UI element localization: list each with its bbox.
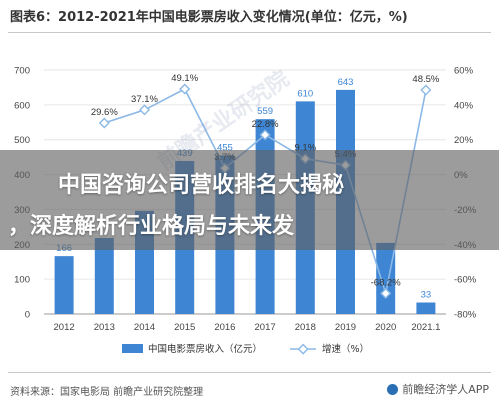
y-tick-label: 500 xyxy=(14,135,30,146)
x-tick-label: 2019 xyxy=(335,322,356,333)
chart-title: 图表6：2012-2021年中国电影票房收入变化情况(单位：亿元，%) xyxy=(10,10,408,25)
banner-headline-line1: 中国咨询公司营收排名大揭秘 xyxy=(58,173,345,198)
growth-marker xyxy=(98,117,110,129)
bar xyxy=(54,256,74,314)
brand-logo-icon xyxy=(387,383,399,395)
growth-marker xyxy=(259,129,271,141)
x-tick-label: 2017 xyxy=(255,322,276,333)
y-tick-label: 100 xyxy=(14,275,30,286)
bar-value-label: 559 xyxy=(257,106,273,117)
y2-tick-label: -60% xyxy=(454,275,477,286)
growth-value-label: 9.1% xyxy=(294,143,316,154)
y2-tick-label: -80% xyxy=(454,310,477,321)
bar-value-label: 610 xyxy=(297,88,313,99)
banner-overlay xyxy=(0,150,499,250)
bar xyxy=(94,238,114,314)
x-tick-label: 2018 xyxy=(295,322,316,333)
growth-marker xyxy=(420,84,432,96)
bar-value-label: 643 xyxy=(338,77,354,88)
x-tick-label: 2015 xyxy=(174,322,195,333)
growth-value-label: 49.1% xyxy=(171,73,198,84)
x-tick-label: 2020 xyxy=(375,322,396,333)
footer-divider xyxy=(8,372,491,373)
y2-tick-label: 20% xyxy=(454,135,474,146)
growth-value-label: 37.1% xyxy=(131,94,158,105)
growth-marker xyxy=(380,287,392,299)
brand-label: 前瞻经济学人APP xyxy=(402,383,489,396)
bar-value-label: 455 xyxy=(217,142,233,153)
title-divider xyxy=(8,32,491,33)
y2-tick-label: 40% xyxy=(454,100,474,111)
growth-value-label: 22.8% xyxy=(252,119,279,130)
growth-value-label: 48.5% xyxy=(412,74,439,85)
x-tick-label: 2014 xyxy=(134,322,155,333)
y2-tick-label: 60% xyxy=(454,66,474,77)
legend-marker xyxy=(297,343,309,355)
bar-value-label: 33 xyxy=(421,289,432,300)
brand: 前瞻经济学人APP xyxy=(387,381,489,397)
growth-marker xyxy=(179,83,191,95)
x-tick-label: 2016 xyxy=(214,322,235,333)
legend-swatch-bar xyxy=(122,344,143,353)
bar xyxy=(376,242,396,314)
y-tick-label: 600 xyxy=(14,100,30,111)
growth-value-label: 29.6% xyxy=(91,107,118,118)
y-tick-label: 700 xyxy=(14,66,30,77)
source-note: 资料来源：国家电影局 前瞻产业研究院整理 xyxy=(10,387,204,398)
legend-label-bar: 中国电影票房收入（亿元） xyxy=(148,343,262,355)
banner-headline-line2: ，深度解析行业格局与未来发 xyxy=(8,214,295,239)
y-tick-label: 0 xyxy=(25,310,30,321)
legend-label-line: 增速（%） xyxy=(322,343,369,355)
growth-marker xyxy=(138,104,151,116)
x-tick-label: 2021.1 xyxy=(411,322,440,333)
x-tick-label: 2013 xyxy=(94,322,115,333)
growth-value-label: -68.2% xyxy=(371,277,402,288)
x-tick-label: 2012 xyxy=(54,322,75,333)
bar xyxy=(416,302,436,314)
